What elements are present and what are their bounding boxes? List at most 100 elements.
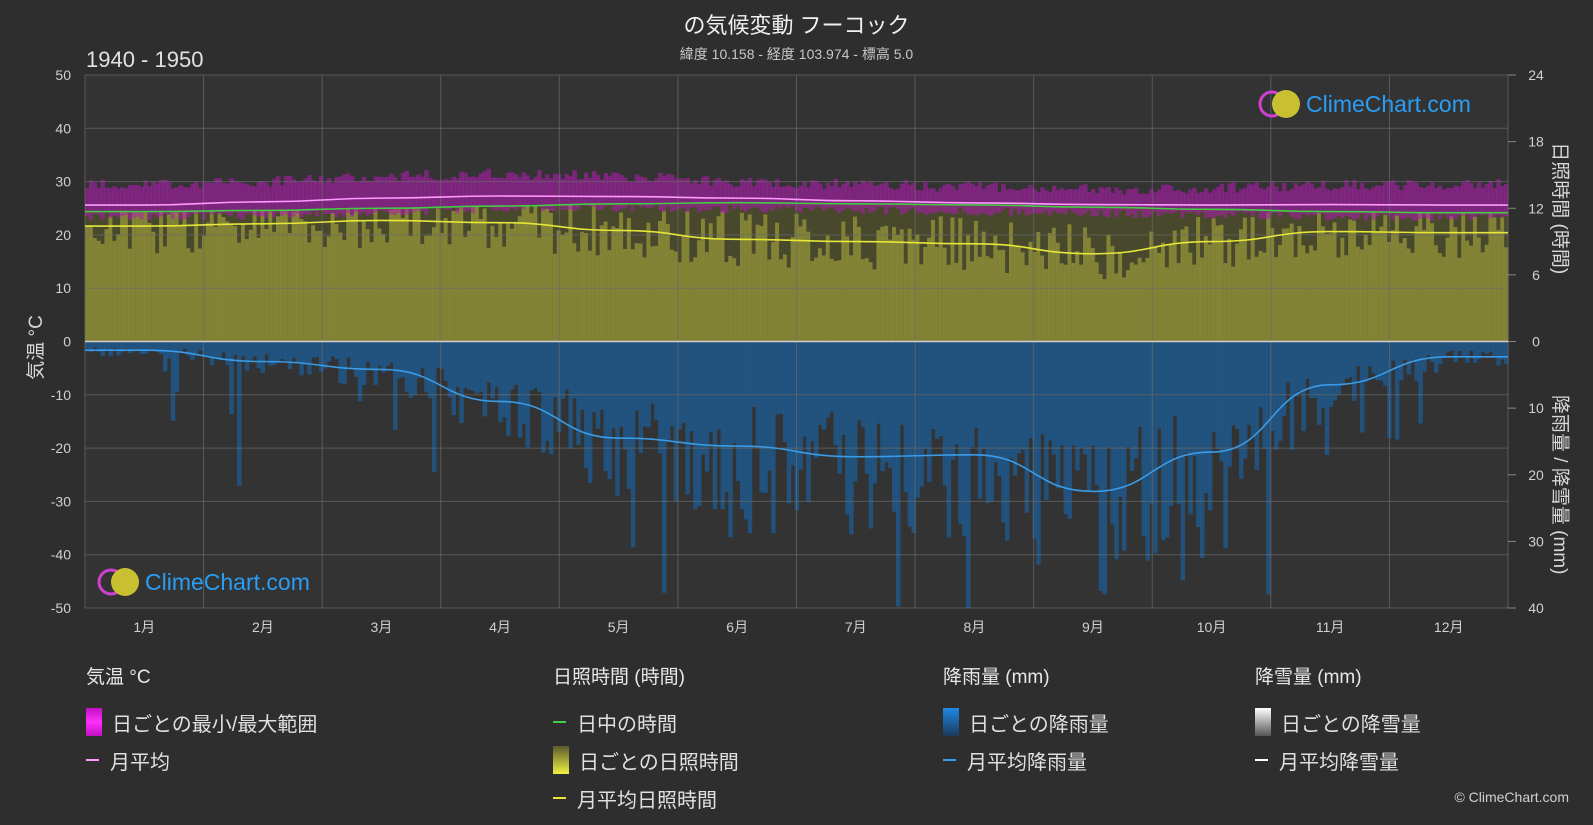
daily-temp-range-bar <box>1426 185 1431 219</box>
daily-sunshine-bar <box>178 226 184 342</box>
daily-temp-range-bar <box>1383 181 1388 215</box>
daily-rain-bar <box>884 341 889 463</box>
daily-rain-bar <box>1472 341 1478 363</box>
daily-sunshine-bar <box>1410 252 1416 342</box>
daily-temp-range-bar <box>123 188 129 216</box>
daily-rain-bar <box>350 341 355 368</box>
daily-rain-bar <box>572 341 577 399</box>
daily-rain-bar <box>1090 341 1096 446</box>
daily-temp-range-bar <box>747 178 753 209</box>
daily-temp-range-bar <box>1289 188 1295 218</box>
daily-temp-range-bar <box>572 170 577 212</box>
daily-sunshine-bar <box>365 229 371 342</box>
daily-sunshine-bar <box>396 208 402 342</box>
daily-rain-bar <box>665 341 671 440</box>
daily-sunshine-bar <box>1223 263 1228 342</box>
daily-sunshine-bar <box>954 262 959 342</box>
daily-temp-range-bar <box>1137 193 1143 211</box>
daily-rain-bar <box>1196 341 1201 528</box>
daily-rain-bar <box>658 341 663 454</box>
daily-temp-range-bar <box>1227 183 1232 214</box>
daily-rain-bar <box>120 341 125 353</box>
daily-bars <box>85 168 1509 608</box>
daily-sunshine-bar <box>1469 245 1474 342</box>
legend-item-daily-snow: 日ごとの降雪量 <box>1255 703 1421 741</box>
daily-temp-range-bar <box>1086 191 1092 211</box>
legend-snow-title: 降雪量 (mm) <box>1255 667 1362 688</box>
daily-sunshine-bar <box>443 217 449 342</box>
daily-temp-range-bar <box>1098 187 1104 211</box>
daily-rain-bar <box>1012 341 1018 476</box>
daily-rain-bar <box>1402 341 1408 360</box>
daily-rain-bar <box>1352 341 1357 401</box>
daily-temp-range-bar <box>751 186 757 208</box>
daily-rain-bar <box>1040 341 1045 435</box>
daily-temp-range-bar <box>739 179 745 211</box>
daily-rain-bar <box>615 341 620 497</box>
daily-sunshine-bar <box>490 225 495 342</box>
daily-temp-range-bar <box>1352 180 1357 221</box>
daily-rain-bar <box>365 341 371 363</box>
daily-rain-bar <box>459 341 464 424</box>
daily-temp-range-bar <box>1309 183 1314 215</box>
daily-sunshine-bar <box>845 236 850 342</box>
daily-sunshine-bar <box>864 258 870 342</box>
daily-rain-bar <box>798 341 803 470</box>
daily-temp-range-bar <box>1044 190 1049 212</box>
daily-rain-bar <box>127 341 133 354</box>
daily-temp-range-bar <box>279 185 285 216</box>
daily-rain-bar <box>104 341 109 351</box>
daily-sunshine-bar <box>985 256 991 342</box>
daily-sunshine-bar <box>1391 230 1396 342</box>
daily-rain-bar <box>318 341 324 372</box>
daily-sunshine-bar <box>669 249 675 342</box>
daily-rain-bar <box>1098 341 1104 591</box>
daily-sunshine-bar <box>716 216 722 342</box>
daily-sunshine-bar <box>233 226 238 342</box>
daily-sunshine-bar <box>170 211 176 342</box>
daily-temp-range-bar <box>237 181 242 219</box>
daily-temp-range-bar <box>1246 183 1252 213</box>
daily-sunshine-bar <box>927 237 932 342</box>
daily-temp-range-bar <box>1367 189 1373 216</box>
daily-temp-range-bar <box>1336 189 1341 217</box>
daily-rain-bar <box>1192 341 1197 456</box>
daily-sunshine-bar <box>1145 257 1150 342</box>
daily-rain-bar <box>743 341 749 520</box>
daily-sunshine-bar <box>311 225 316 342</box>
daily-temp-range-bar <box>1184 193 1189 213</box>
daily-rain-bar <box>303 341 308 365</box>
daily-rain-bar <box>1359 341 1365 433</box>
daily-temp-range-bar <box>638 176 644 208</box>
daily-temp-range-bar <box>895 188 901 209</box>
daily-rain-bar <box>755 341 761 447</box>
daily-temp-range-bar <box>1320 180 1326 214</box>
daily-sunshine-bar <box>580 231 585 342</box>
daily-temp-range-bar <box>1445 187 1451 219</box>
daily-rain-bar <box>1391 341 1396 361</box>
daily-temp-range-bar <box>892 189 897 208</box>
daily-rain-bar <box>1238 341 1244 479</box>
daily-temp-range-bar <box>225 183 230 215</box>
daily-sunshine-bar <box>658 220 663 342</box>
daily-sunshine-bar <box>155 253 160 342</box>
daily-rain-bar <box>962 341 967 537</box>
legend-temperature: 気温 °C 日ごとの最小/最大範囲 月平均 <box>86 662 317 779</box>
daily-sunshine-bar <box>252 210 258 342</box>
daily-rain-bar <box>521 341 527 424</box>
daily-temp-range-bar <box>182 186 187 219</box>
daily-sunshine-bar <box>1200 257 1205 342</box>
daily-sunshine-bar <box>860 259 866 342</box>
daily-rain-bar <box>116 341 121 356</box>
daily-temp-range-bar <box>529 179 534 205</box>
daily-temp-range-bar <box>470 176 476 214</box>
daily-temp-range-bar <box>1024 188 1030 216</box>
daily-rain-bar <box>771 341 776 534</box>
daily-rain-bar <box>88 341 94 353</box>
daily-rain-bar <box>502 341 507 418</box>
daily-sunshine-bar <box>911 239 917 342</box>
legend-label: 月平均日照時間 <box>577 789 717 812</box>
daily-sunshine-bar <box>240 223 246 342</box>
daily-sunshine-bar <box>942 247 948 342</box>
daily-rain-bar <box>584 341 589 469</box>
